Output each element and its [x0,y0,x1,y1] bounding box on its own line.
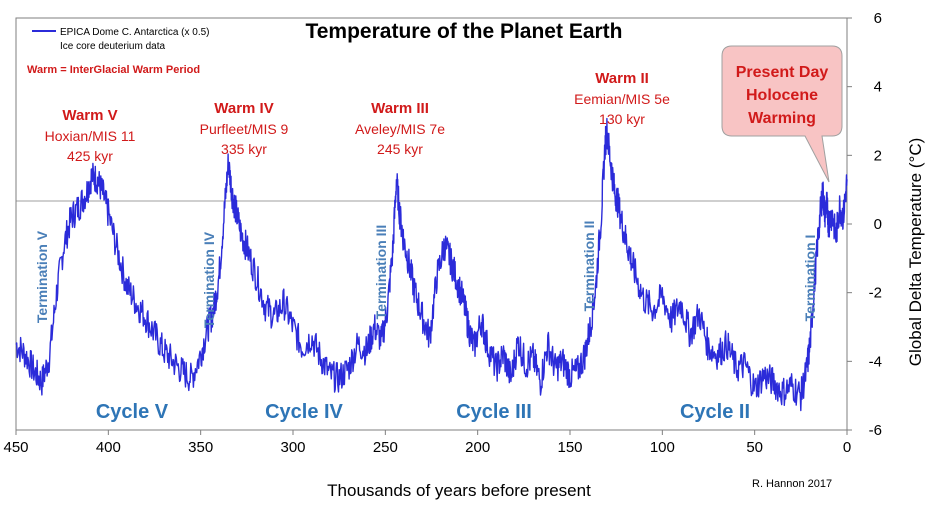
x-tick-label: 300 [280,439,305,456]
warm-definition-note: Warm = InterGlacial Warm Period [27,64,200,76]
x-tick-label: 450 [3,439,28,456]
callout-bubble [721,45,843,183]
x-tick-label: 350 [188,439,213,456]
y-axis-ticks: 6 4 2 0 -2 -4 -6 [847,10,882,439]
warm-v-age: 425 kyr [67,148,113,164]
y-tick-label: 0 [874,216,882,233]
x-tick-label: 200 [465,439,490,456]
y-tick-label: -6 [869,422,882,439]
warm-ii-label: Warm II Eemian/MIS 5e 130 kyr [574,70,670,127]
x-axis-label: Thousands of years before present [327,481,591,500]
warm-v-title: Warm V [62,107,117,124]
x-tick-label: 150 [557,439,582,456]
x-tick-label: 250 [373,439,398,456]
legend-subtitle: Ice core deuterium data [60,41,165,52]
x-tick-label: 100 [650,439,675,456]
warm-v-label: Warm V Hoxian/MIS 11 425 kyr [45,107,136,164]
x-axis-ticks: 450 400 350 300 250 200 150 100 50 0 [3,430,851,456]
cycle-iv-label: Cycle IV [265,401,343,423]
cycle-v-label: Cycle V [96,401,169,423]
x-tick-label: 50 [746,439,763,456]
warm-ii-age: 130 kyr [599,111,645,127]
warm-iv-name: Purfleet/MIS 9 [200,121,289,137]
series-line-epica [15,117,848,412]
termination-iii-label: Termination III [373,225,389,320]
warm-iv-title: Warm IV [214,100,273,117]
warm-iii-name: Aveley/MIS 7e [355,121,445,137]
chart-title: Temperature of the Planet Earth [305,20,622,43]
termination-i-label: Termination I [802,235,818,322]
termination-v-label: Termination V [34,230,50,323]
warm-iii-age: 245 kyr [377,141,423,157]
legend: EPICA Dome C. Antarctica (x 0.5) Ice cor… [32,27,210,52]
callout-line-3: Warming [748,110,816,127]
warm-iii-label: Warm III Aveley/MIS 7e 245 kyr [355,100,445,157]
warm-ii-name: Eemian/MIS 5e [574,91,670,107]
author-credit: R. Hannon 2017 [752,478,832,490]
warm-iv-label: Warm IV Purfleet/MIS 9 335 kyr [200,100,289,157]
y-tick-label: 2 [874,147,882,164]
x-tick-label: 400 [96,439,121,456]
y-axis-label: Global Delta Temperature (°C) [906,138,925,367]
termination-ii-label: Termination II [581,221,597,312]
warm-iii-title: Warm III [371,100,429,117]
legend-series-label: EPICA Dome C. Antarctica (x 0.5) [60,27,210,38]
warm-iv-age: 335 kyr [221,141,267,157]
y-tick-label: 4 [874,79,882,96]
y-tick-label: -2 [869,285,882,302]
cycle-iii-label: Cycle III [456,401,532,423]
y-tick-label: -4 [869,353,882,370]
cycle-ii-label: Cycle II [680,401,750,423]
warm-v-name: Hoxian/MIS 11 [45,128,136,144]
holocene-callout: Present Day Holocene Warming [721,45,843,183]
warm-ii-title: Warm II [595,70,649,87]
x-tick-label: 0 [843,439,851,456]
callout-line-2: Holocene [746,87,818,104]
termination-iv-label: Termination IV [201,231,217,328]
callout-line-1: Present Day [736,64,829,81]
y-tick-label: 6 [874,10,882,27]
